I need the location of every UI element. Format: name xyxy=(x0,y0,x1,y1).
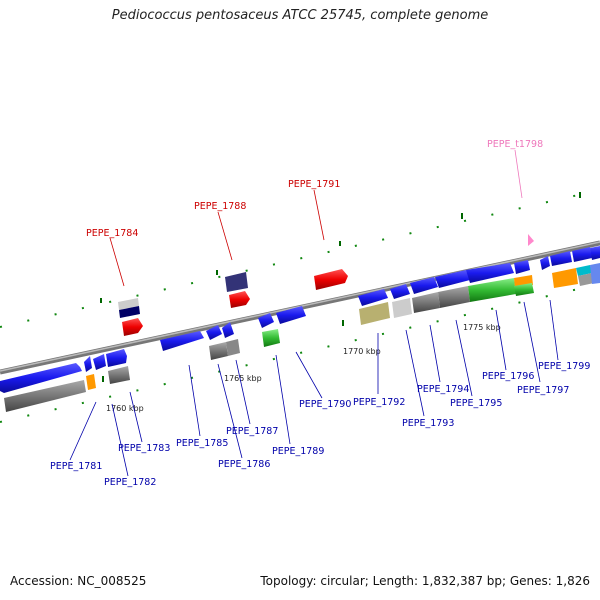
gene-arrow[interactable] xyxy=(160,331,204,351)
gene-label[interactable]: PEPE_1796 xyxy=(482,371,534,382)
gene-label[interactable]: PEPE_1795 xyxy=(450,398,502,409)
gene-arrow[interactable] xyxy=(390,284,410,299)
gene-function-blocks xyxy=(4,263,600,412)
cog-block[interactable] xyxy=(438,286,470,308)
label-leaders-blue xyxy=(69,299,559,477)
gene-label[interactable]: PEPE_1790 xyxy=(299,399,351,410)
gene-arrow[interactable] xyxy=(358,289,388,306)
cog-block[interactable] xyxy=(4,380,86,412)
kbp-label: 1760 kbp xyxy=(106,404,144,413)
gene-label[interactable]: PEPE_1793 xyxy=(402,418,454,429)
gene-label[interactable]: PEPE_1786 xyxy=(218,459,270,470)
gene-label[interactable]: PEPE_1781 xyxy=(50,461,102,472)
gene-label[interactable]: PEPE_1799 xyxy=(538,361,590,372)
gene-label[interactable]: PEPE_1789 xyxy=(272,446,324,457)
cog-block[interactable] xyxy=(392,298,412,318)
gene-labels: PEPE_1781 PEPE_1782 PEPE_1783 PEPE_1784 … xyxy=(50,139,590,488)
cog-block[interactable] xyxy=(359,302,390,325)
cog-block[interactable] xyxy=(412,292,440,313)
rna-features xyxy=(118,234,534,336)
gene-arrow[interactable] xyxy=(514,260,530,274)
cog-block[interactable] xyxy=(118,298,139,310)
cog-block[interactable] xyxy=(108,366,130,384)
label-leaders-pink xyxy=(514,149,523,199)
gene-arrow[interactable] xyxy=(276,306,306,324)
accession-text: Accession: NC_008525 xyxy=(10,574,147,588)
cog-block[interactable] xyxy=(468,278,516,302)
cog-block[interactable] xyxy=(209,342,228,360)
cog-block[interactable] xyxy=(590,263,600,284)
gene-arrow[interactable] xyxy=(550,251,572,266)
gene-label[interactable]: PEPE_1785 xyxy=(176,438,228,449)
genome-axis-highlight xyxy=(0,241,600,372)
gene-arrow[interactable] xyxy=(258,313,274,328)
rna-arrow[interactable] xyxy=(229,291,250,308)
gene-label[interactable]: PEPE_t1798 xyxy=(487,139,543,150)
cog-block[interactable] xyxy=(576,265,592,276)
genome-summary-text: Topology: circular; Length: 1,832,387 bp… xyxy=(260,574,590,588)
gene-label[interactable]: PEPE_1783 xyxy=(118,443,170,454)
gene-arrow[interactable] xyxy=(590,246,600,260)
gene-label[interactable]: PEPE_1797 xyxy=(517,385,569,396)
gene-arrow[interactable] xyxy=(84,356,92,372)
gene-arrow[interactable] xyxy=(410,277,438,294)
kbp-label: 1770 kbp xyxy=(343,347,381,356)
gene-label[interactable]: PEPE_1792 xyxy=(353,397,405,408)
cog-block[interactable] xyxy=(578,273,594,286)
gene-label[interactable]: PEPE_1782 xyxy=(104,477,156,488)
gene-arrow[interactable] xyxy=(466,263,514,283)
cog-block[interactable] xyxy=(226,339,240,356)
rna-arrow[interactable] xyxy=(314,269,348,290)
gene-arrow[interactable] xyxy=(93,354,106,370)
cog-block[interactable] xyxy=(514,283,534,296)
gene-arrow[interactable] xyxy=(206,325,222,340)
rna-arrow[interactable] xyxy=(122,318,143,336)
gene-label[interactable]: PEPE_1794 xyxy=(417,384,469,395)
gene-arrow[interactable] xyxy=(222,322,234,338)
cog-block[interactable] xyxy=(119,306,140,318)
cog-block[interactable] xyxy=(86,374,96,390)
cog-block[interactable] xyxy=(225,272,248,292)
gene-label[interactable]: PEPE_1788 xyxy=(194,201,246,212)
gene-label[interactable]: PEPE_1787 xyxy=(226,426,278,437)
kbp-label: 1775 kbp xyxy=(463,323,501,332)
map-title: Pediococcus pentosaceus ATCC 25745, comp… xyxy=(111,8,489,23)
cog-block[interactable] xyxy=(262,329,280,347)
gene-label[interactable]: PEPE_1784 xyxy=(86,228,138,239)
gene-features-forward xyxy=(0,246,600,393)
kbp-label: 1765 kbp xyxy=(224,374,262,383)
gene-arrow[interactable] xyxy=(0,363,82,393)
gene-arrow[interactable] xyxy=(572,247,592,262)
gene-arrow[interactable] xyxy=(435,270,470,288)
trna-marker[interactable] xyxy=(528,234,534,246)
label-leaders-red xyxy=(109,189,325,287)
gene-label[interactable]: PEPE_1791 xyxy=(288,179,340,190)
gene-arrow[interactable] xyxy=(540,256,550,270)
gene-arrow[interactable] xyxy=(106,349,127,367)
cog-block[interactable] xyxy=(552,268,578,288)
